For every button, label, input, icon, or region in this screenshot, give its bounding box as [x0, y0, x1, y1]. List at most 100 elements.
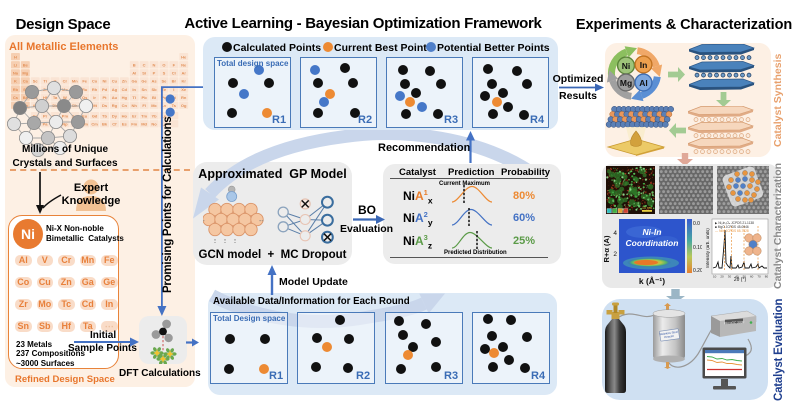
svg-text:Pb: Pb — [142, 95, 148, 100]
svg-text:Be: Be — [23, 63, 29, 68]
svg-text:10: 10 — [713, 275, 717, 279]
svg-text:Se: Se — [161, 79, 167, 84]
svg-text:Ba: Ba — [23, 95, 29, 100]
svg-text:Fl: Fl — [142, 103, 146, 108]
svg-text:Mc: Mc — [151, 103, 157, 108]
svg-text:Intensity (arb. units): Intensity (arb. units) — [706, 228, 710, 268]
svg-text:As: As — [151, 79, 157, 84]
svg-text:Pd: Pd — [102, 87, 108, 92]
svg-text:Cu: Cu — [112, 79, 118, 84]
svg-text:4: 4 — [613, 230, 617, 237]
svg-text:0.0: 0.0 — [693, 221, 700, 227]
svg-text:60: 60 — [750, 275, 754, 279]
svg-text:W: W — [63, 95, 67, 100]
svg-text:Tl: Tl — [132, 95, 136, 100]
svg-text:Er: Er — [132, 113, 137, 118]
svg-text:In: In — [640, 60, 648, 70]
svg-text:Al: Al — [639, 78, 648, 88]
svg-text:Ta: Ta — [53, 95, 58, 100]
svg-text:Np: Np — [62, 122, 68, 127]
svg-text:Rb: Rb — [13, 87, 19, 92]
svg-text:MicroGC 3000: MicroGC 3000 — [724, 320, 745, 325]
svg-text:Yb: Yb — [151, 113, 157, 118]
svg-text:▶ Ni₂In₃Oₐ JCPDS 21-1138: ▶ Ni₂In₃Oₐ JCPDS 21-1138 — [715, 221, 754, 225]
svg-text:Au: Au — [112, 95, 118, 100]
svg-text:Lu: Lu — [161, 113, 166, 118]
svg-text:Al: Al — [132, 71, 136, 76]
svg-text:Tm: Tm — [141, 113, 147, 118]
svg-text:Ir: Ir — [93, 95, 96, 100]
svg-text:Mt: Mt — [92, 103, 97, 108]
svg-text:Li: Li — [14, 63, 18, 68]
svg-text:Br: Br — [172, 79, 177, 84]
svg-text:Sc: Sc — [33, 79, 39, 84]
svg-text:P: P — [153, 71, 156, 76]
svg-text:Pr: Pr — [43, 113, 48, 118]
svg-text:Kr: Kr — [181, 79, 186, 84]
svg-text:Cf: Cf — [112, 122, 117, 127]
svg-text:40: 40 — [735, 275, 739, 279]
svg-text:Ar: Ar — [181, 71, 186, 76]
svg-text:Ru: Ru — [82, 87, 88, 92]
svg-text:80: 80 — [765, 275, 769, 279]
svg-text:Cs: Cs — [13, 95, 19, 100]
svg-text:Ge: Ge — [141, 79, 147, 84]
svg-text:Bh: Bh — [72, 103, 78, 108]
svg-text:Coordination: Coordination — [626, 238, 679, 248]
svg-text:Sn: Sn — [142, 87, 148, 92]
svg-text:Fm: Fm — [131, 122, 137, 127]
svg-text:Mn: Mn — [72, 79, 78, 84]
svg-text:Os: Os — [82, 95, 88, 100]
svg-text:Ne: Ne — [181, 63, 187, 68]
svg-text:Ni-In: Ni-In — [643, 227, 662, 237]
svg-text:70: 70 — [757, 275, 761, 279]
svg-text:He: He — [181, 54, 187, 59]
svg-text:Mg: Mg — [22, 71, 28, 76]
svg-text:■ MgO JCPDS 45-0946: ■ MgO JCPDS 45-0946 — [715, 225, 749, 229]
svg-text:Cr: Cr — [63, 79, 68, 84]
svg-text:Hg: Hg — [122, 95, 128, 100]
svg-text:2θ (°): 2θ (°) — [734, 277, 747, 283]
svg-text:--: -- — [259, 218, 264, 225]
svg-text:Ca: Ca — [23, 79, 29, 84]
svg-text:2: 2 — [613, 251, 617, 258]
svg-text:0.10: 0.10 — [693, 245, 702, 251]
svg-text:Gd: Gd — [92, 113, 98, 118]
svg-text:Po: Po — [161, 95, 167, 100]
svg-text:Md: Md — [141, 122, 147, 127]
svg-text:N: N — [153, 63, 156, 68]
svg-text:Xe: Xe — [181, 87, 187, 92]
svg-text:Lv: Lv — [162, 103, 167, 108]
svg-text:Mg: Mg — [620, 78, 632, 88]
svg-text:30: 30 — [728, 275, 732, 279]
svg-text:50: 50 — [743, 275, 747, 279]
svg-text:Ti: Ti — [43, 79, 46, 84]
svg-text:Cl: Cl — [172, 71, 176, 76]
svg-text:Ds: Ds — [102, 103, 108, 108]
svg-text:K: K — [14, 79, 17, 84]
svg-text:Rg: Rg — [112, 103, 118, 108]
svg-text:--- NiIn JCPDS 65-7628: --- NiIn JCPDS 65-7628 — [715, 229, 749, 233]
svg-text:Pa: Pa — [43, 122, 49, 127]
svg-text:Te: Te — [162, 87, 167, 92]
svg-text:I: I — [173, 87, 174, 92]
svg-text:Bi: Bi — [152, 95, 156, 100]
svg-text:O: O — [162, 63, 165, 68]
svg-text:Db: Db — [52, 103, 58, 108]
svg-text:Am: Am — [81, 122, 88, 127]
svg-text:Bk: Bk — [102, 122, 108, 127]
svg-text:Cd: Cd — [122, 87, 128, 92]
svg-text:Rh: Rh — [92, 87, 98, 92]
svg-text:Hf: Hf — [43, 95, 48, 100]
svg-text:S: S — [163, 71, 166, 76]
svg-text:Ag: Ag — [112, 87, 118, 92]
svg-text:F: F — [173, 63, 176, 68]
svg-text:Pt: Pt — [103, 95, 108, 100]
svg-text:Sr: Sr — [23, 87, 28, 92]
svg-text:Ga: Ga — [132, 79, 138, 84]
svg-text:Eu: Eu — [82, 113, 88, 118]
svg-text:Cm: Cm — [91, 122, 98, 127]
svg-text:--: -- — [203, 218, 205, 225]
svg-text:Rn: Rn — [181, 95, 187, 100]
svg-text:In: In — [132, 87, 136, 92]
